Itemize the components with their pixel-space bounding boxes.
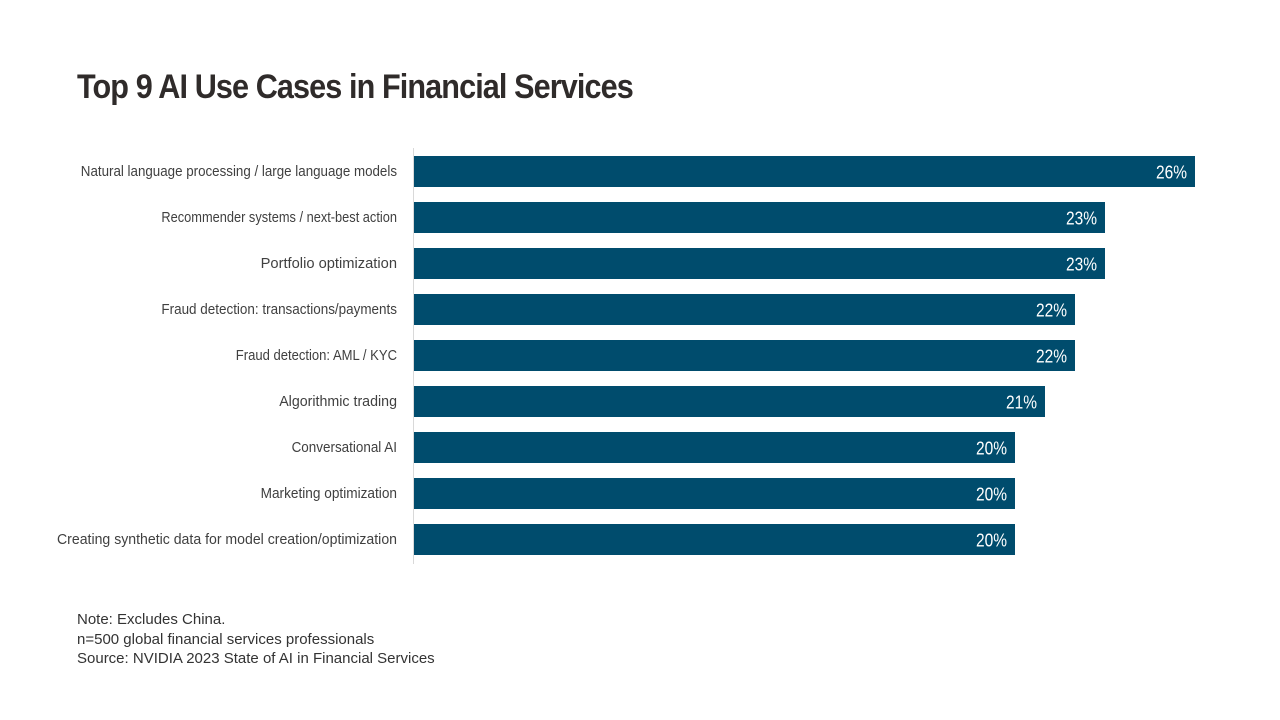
- category-label: Creating synthetic data for model creati…: [57, 531, 397, 548]
- bar: [414, 386, 1045, 417]
- value-label: 20%: [976, 485, 1007, 505]
- category-label: Fraud detection: AML / KYC: [236, 347, 397, 364]
- value-label: 21%: [1006, 393, 1037, 413]
- sample-size-text: n=500 global financial services professi…: [77, 630, 375, 648]
- category-label: Algorithmic trading: [279, 393, 397, 410]
- category-label: Portfolio optimization: [261, 255, 397, 272]
- value-label: 20%: [976, 439, 1007, 459]
- value-label: 26%: [1156, 163, 1187, 183]
- category-label: Natural language processing / large lang…: [81, 163, 397, 180]
- bar: [414, 340, 1075, 371]
- category-label: Fraud detection: transactions/payments: [161, 301, 397, 318]
- category-label: Marketing optimization: [261, 485, 397, 502]
- value-label: 23%: [1066, 255, 1097, 275]
- chart-notes: Note: Excludes China. n=500 global finan…: [77, 610, 435, 669]
- bar: [414, 156, 1195, 187]
- chart-title: Top 9 AI Use Cases in Financial Services: [77, 68, 634, 106]
- value-label: 22%: [1036, 347, 1067, 367]
- bar: [414, 248, 1105, 279]
- bar: [414, 202, 1105, 233]
- value-label: 22%: [1036, 301, 1067, 321]
- note-text: Note: Excludes China.: [77, 611, 226, 628]
- bar: [414, 524, 1015, 555]
- category-label: Conversational AI: [292, 439, 397, 456]
- bar: [414, 432, 1015, 463]
- source-text: Source: NVIDIA 2023 State of AI in Finan…: [77, 650, 435, 667]
- bars-layer: Natural language processing / large lang…: [57, 156, 1195, 555]
- bar: [414, 294, 1075, 325]
- bar: [414, 478, 1015, 509]
- value-label: 20%: [976, 531, 1007, 551]
- category-label: Recommender systems / next-best action: [161, 209, 397, 226]
- value-label: 23%: [1066, 209, 1097, 229]
